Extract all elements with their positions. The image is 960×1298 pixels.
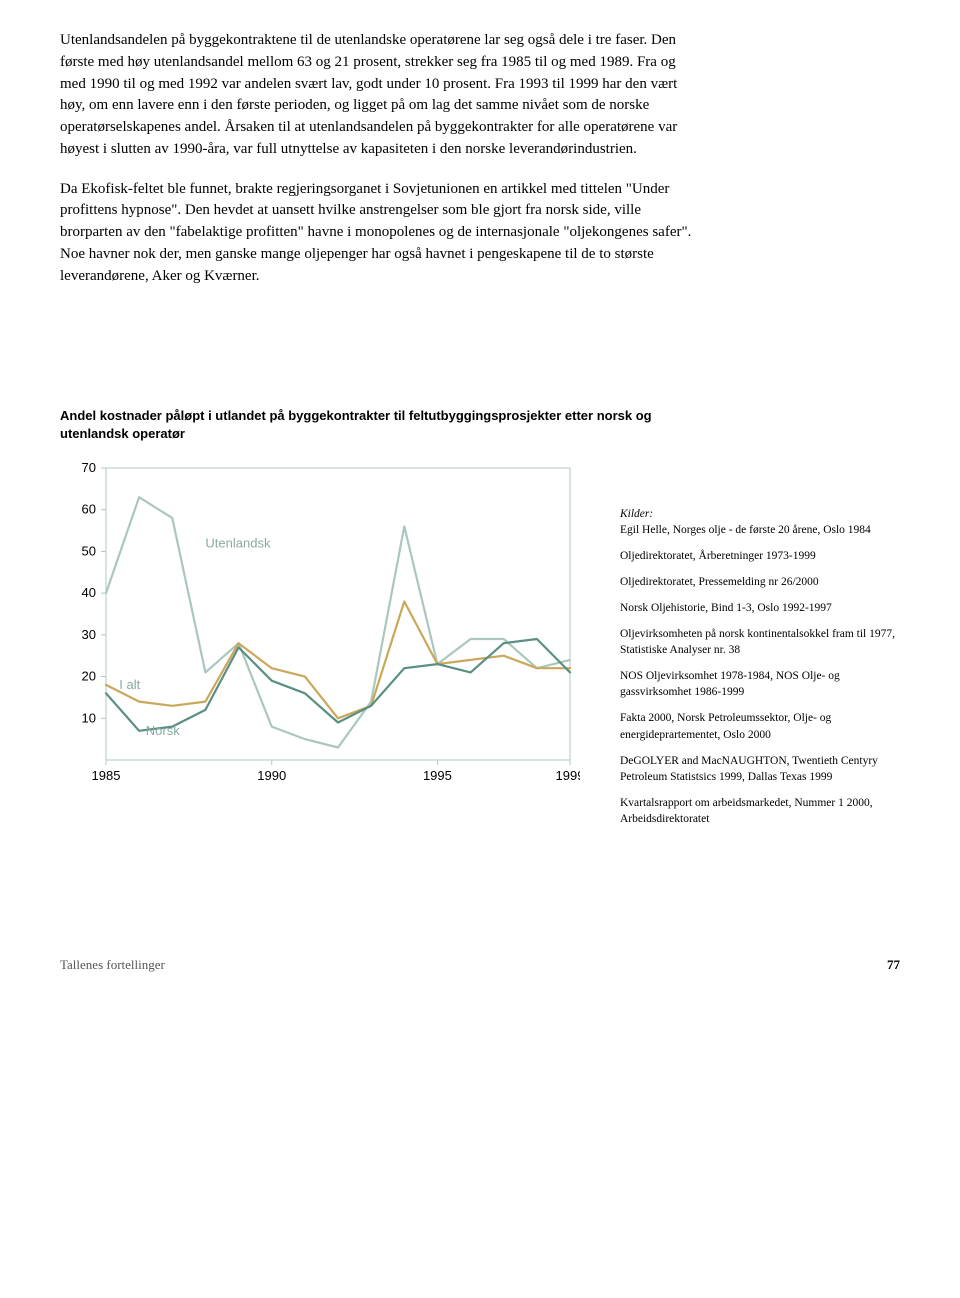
sources-block: Kilder: Egil Helle, Norges olje - de før…	[580, 458, 900, 837]
footer-section-title: Tallenes fortellinger	[60, 957, 165, 973]
chart-title: Andel kostnader påløpt i utlandet på byg…	[60, 407, 660, 443]
svg-text:Utenlandsk: Utenlandsk	[205, 535, 271, 550]
source-item: DeGOLYER and MacNAUGHTON, Twentieth Cent…	[620, 753, 900, 785]
source-item: Fakta 2000, Norsk Petroleumssektor, Olje…	[620, 710, 900, 742]
svg-text:20: 20	[82, 668, 96, 683]
source-item: NOS Oljevirksomhet 1978-1984, NOS Olje- …	[620, 668, 900, 700]
svg-text:I alt: I alt	[119, 677, 140, 692]
svg-text:1995: 1995	[423, 768, 452, 783]
svg-text:40: 40	[82, 585, 96, 600]
source-item: Kvartalsrapport om arbeidsmarkedet, Numm…	[620, 795, 900, 827]
page-footer: Tallenes fortellinger 77	[60, 957, 900, 973]
svg-text:Norsk: Norsk	[146, 723, 180, 738]
source-item: Oljedirektoratet, Årberetninger 1973-199…	[620, 548, 900, 564]
svg-text:60: 60	[82, 501, 96, 516]
svg-text:70: 70	[82, 460, 96, 475]
svg-text:1985: 1985	[92, 768, 121, 783]
source-item: Oljevirksomheten på norsk kontinentalsok…	[620, 626, 900, 658]
source-item: Egil Helle, Norges olje - de første 20 å…	[620, 524, 871, 536]
footer-page-number: 77	[887, 957, 900, 973]
source-item: Norsk Oljehistorie, Bind 1-3, Oslo 1992-…	[620, 600, 900, 616]
svg-text:1999: 1999	[556, 768, 580, 783]
paragraph-2: Da Ekofisk-feltet ble funnet, brakte reg…	[60, 179, 700, 288]
sources-heading: Kilder:	[620, 508, 653, 520]
svg-text:1990: 1990	[257, 768, 286, 783]
line-chart: 10 20 30 40 50 60 70 1985 1990 1995 1999 Utenlandsk…	[60, 458, 580, 793]
svg-text:30: 30	[82, 626, 96, 641]
paragraph-1: Utenlandsandelen på byggekontraktene til…	[60, 30, 700, 161]
svg-text:50: 50	[82, 543, 96, 558]
body-text: Utenlandsandelen på byggekontraktene til…	[60, 30, 900, 287]
svg-text:10: 10	[82, 710, 96, 725]
source-item: Oljedirektoratet, Pressemelding nr 26/20…	[620, 574, 900, 590]
